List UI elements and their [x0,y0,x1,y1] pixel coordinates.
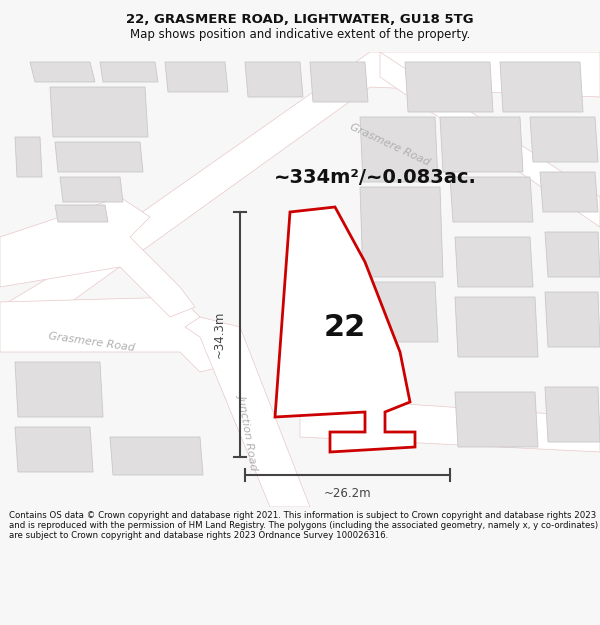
Polygon shape [275,207,415,452]
Polygon shape [455,392,538,447]
Polygon shape [405,62,493,112]
Polygon shape [30,62,95,82]
Polygon shape [100,62,158,82]
Polygon shape [500,62,583,112]
Text: 22, GRASMERE ROAD, LIGHTWATER, GU18 5TG: 22, GRASMERE ROAD, LIGHTWATER, GU18 5TG [126,13,474,26]
Polygon shape [360,187,443,277]
Polygon shape [165,62,228,92]
Polygon shape [380,52,600,227]
Polygon shape [50,87,148,137]
Text: ~34.3m: ~34.3m [213,311,226,358]
Text: Contains OS data © Crown copyright and database right 2021. This information is : Contains OS data © Crown copyright and d… [9,511,598,541]
Polygon shape [545,232,600,277]
Text: ~26.2m: ~26.2m [323,487,371,500]
Polygon shape [55,142,143,172]
Polygon shape [15,137,42,177]
Text: Map shows position and indicative extent of the property.: Map shows position and indicative extent… [130,28,470,41]
Text: Junction Road: Junction Road [236,393,260,471]
Polygon shape [540,172,598,212]
Polygon shape [55,205,108,222]
Polygon shape [0,197,195,317]
Polygon shape [300,397,600,452]
Polygon shape [440,117,523,172]
Text: Grasmere Road: Grasmere Road [349,122,431,168]
Polygon shape [545,387,600,442]
Polygon shape [455,297,538,357]
Polygon shape [0,297,220,372]
Polygon shape [310,62,368,102]
Polygon shape [15,362,103,417]
Polygon shape [360,282,438,342]
Polygon shape [360,117,438,182]
Text: 22: 22 [324,312,366,341]
Polygon shape [60,177,123,202]
Polygon shape [110,437,203,475]
Polygon shape [450,177,533,222]
Polygon shape [530,117,598,162]
Polygon shape [455,237,533,287]
Polygon shape [15,427,93,472]
Polygon shape [545,292,600,347]
Text: Grasmere Road: Grasmere Road [48,331,136,353]
Polygon shape [0,52,600,347]
Polygon shape [185,317,310,507]
Text: ~334m²/~0.083ac.: ~334m²/~0.083ac. [274,168,476,187]
Polygon shape [245,62,303,97]
